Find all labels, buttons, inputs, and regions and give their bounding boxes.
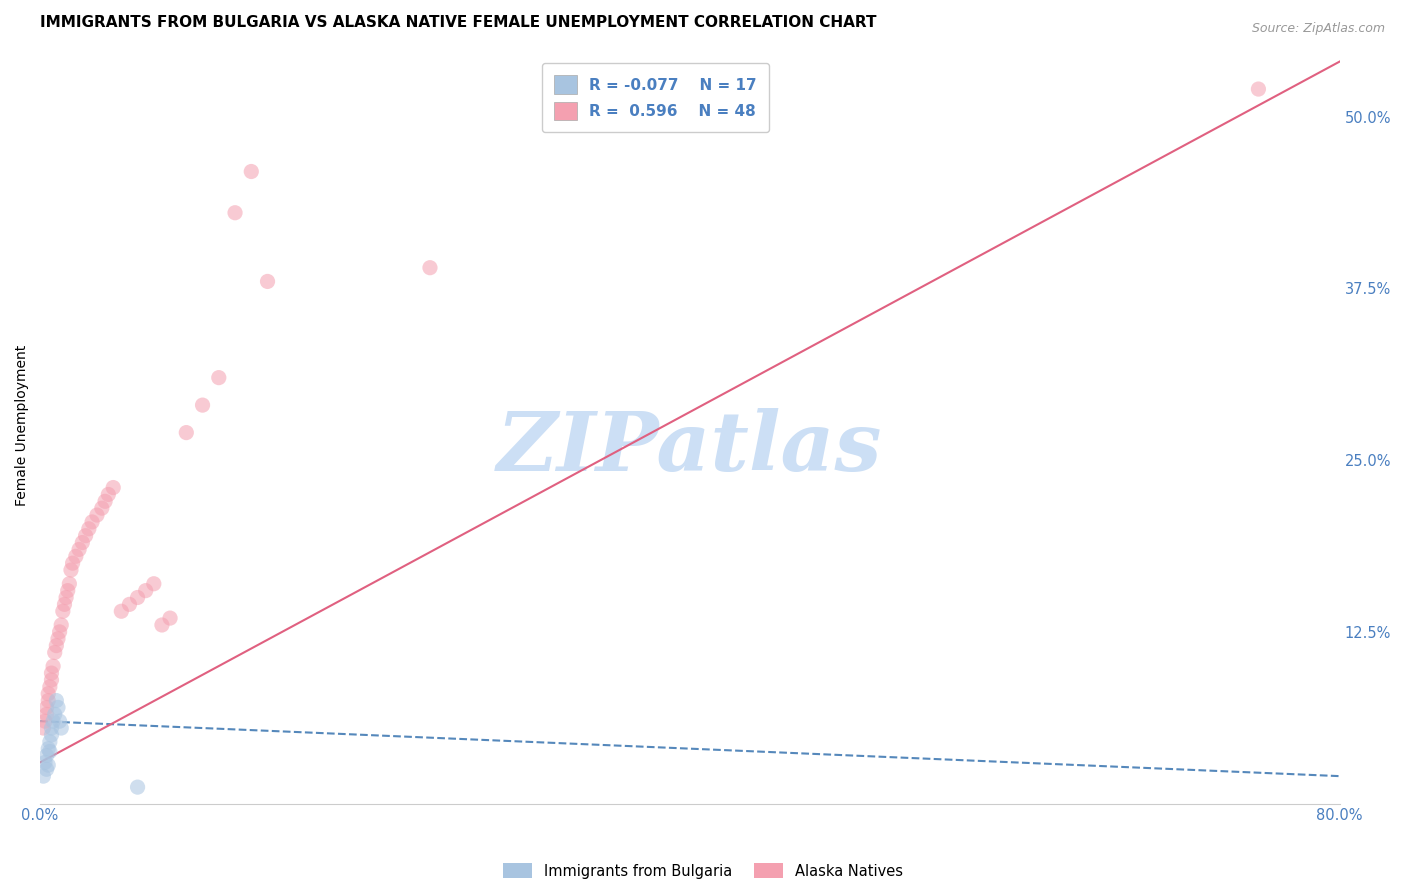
Point	[240, 164, 263, 178]
Point	[77, 522, 100, 536]
Point	[37, 687, 59, 701]
Point	[118, 598, 141, 612]
Point	[32, 769, 55, 783]
Point	[127, 591, 149, 605]
Point	[44, 707, 66, 722]
Point	[72, 535, 94, 549]
Point	[86, 508, 108, 522]
Text: Source: ZipAtlas.com: Source: ZipAtlas.com	[1251, 22, 1385, 36]
Point	[65, 549, 87, 564]
Point	[46, 632, 69, 646]
Point	[51, 618, 73, 632]
Point	[37, 693, 59, 707]
Point	[75, 529, 97, 543]
Text: IMMIGRANTS FROM BULGARIA VS ALASKA NATIVE FEMALE UNEMPLOYMENT CORRELATION CHART: IMMIGRANTS FROM BULGARIA VS ALASKA NATIV…	[41, 15, 876, 30]
Text: ZIPatlas: ZIPatlas	[498, 409, 883, 489]
Point	[48, 714, 70, 728]
Point	[56, 583, 79, 598]
Point	[55, 591, 77, 605]
Point	[34, 714, 56, 728]
Point	[80, 515, 103, 529]
Point	[58, 576, 80, 591]
Point	[42, 714, 65, 728]
Point	[46, 700, 69, 714]
Point	[51, 721, 73, 735]
Point	[35, 700, 58, 714]
Point	[38, 680, 60, 694]
Point	[38, 744, 60, 758]
Point	[224, 205, 246, 219]
Point	[256, 275, 278, 289]
Point	[67, 542, 90, 557]
Point	[35, 762, 58, 776]
Point	[419, 260, 441, 275]
Point	[41, 721, 63, 735]
Point	[90, 501, 112, 516]
Point	[42, 659, 65, 673]
Point	[97, 487, 120, 501]
Point	[103, 481, 125, 495]
Point	[208, 370, 231, 384]
Point	[142, 576, 165, 591]
Point	[53, 598, 76, 612]
Y-axis label: Female Unemployment: Female Unemployment	[15, 345, 30, 507]
Point	[110, 604, 132, 618]
Point	[37, 758, 59, 772]
Point	[32, 721, 55, 735]
Point	[94, 494, 117, 508]
Point	[135, 583, 157, 598]
Point	[1247, 82, 1270, 96]
Point	[41, 673, 63, 687]
Point	[38, 735, 60, 749]
Legend: Immigrants from Bulgaria, Alaska Natives: Immigrants from Bulgaria, Alaska Natives	[498, 857, 908, 885]
Point	[45, 693, 67, 707]
Point	[41, 728, 63, 742]
Point	[48, 624, 70, 639]
Point	[62, 556, 84, 570]
Point	[37, 741, 59, 756]
Point	[159, 611, 181, 625]
Point	[176, 425, 198, 440]
Point	[52, 604, 75, 618]
Point	[59, 563, 82, 577]
Point	[35, 707, 58, 722]
Point	[35, 748, 58, 763]
Point	[34, 756, 56, 770]
Point	[45, 639, 67, 653]
Point	[150, 618, 173, 632]
Point	[44, 645, 66, 659]
Legend: R = -0.077    N = 17, R =  0.596    N = 48: R = -0.077 N = 17, R = 0.596 N = 48	[541, 63, 769, 132]
Point	[41, 666, 63, 681]
Point	[127, 780, 149, 794]
Point	[191, 398, 214, 412]
